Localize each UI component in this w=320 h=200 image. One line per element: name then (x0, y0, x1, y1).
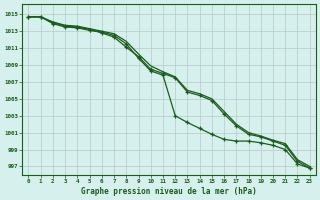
X-axis label: Graphe pression niveau de la mer (hPa): Graphe pression niveau de la mer (hPa) (81, 187, 257, 196)
